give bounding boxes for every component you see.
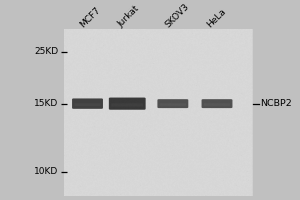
Text: HeLa: HeLa bbox=[205, 7, 227, 29]
Text: Jurkat: Jurkat bbox=[116, 4, 142, 29]
FancyBboxPatch shape bbox=[202, 99, 233, 108]
FancyBboxPatch shape bbox=[158, 99, 188, 108]
Text: 10KD: 10KD bbox=[34, 167, 58, 176]
Text: 25KD: 25KD bbox=[34, 47, 58, 56]
FancyBboxPatch shape bbox=[111, 103, 143, 107]
Text: SKOV3: SKOV3 bbox=[164, 2, 191, 29]
FancyBboxPatch shape bbox=[74, 103, 101, 106]
Text: NCBP2: NCBP2 bbox=[260, 99, 292, 108]
FancyBboxPatch shape bbox=[160, 103, 186, 106]
FancyBboxPatch shape bbox=[204, 103, 230, 106]
FancyBboxPatch shape bbox=[72, 98, 103, 109]
Text: 15KD: 15KD bbox=[34, 99, 58, 108]
Text: MCF7: MCF7 bbox=[78, 5, 102, 29]
FancyBboxPatch shape bbox=[109, 98, 146, 110]
Bar bbox=[64, 29, 252, 196]
